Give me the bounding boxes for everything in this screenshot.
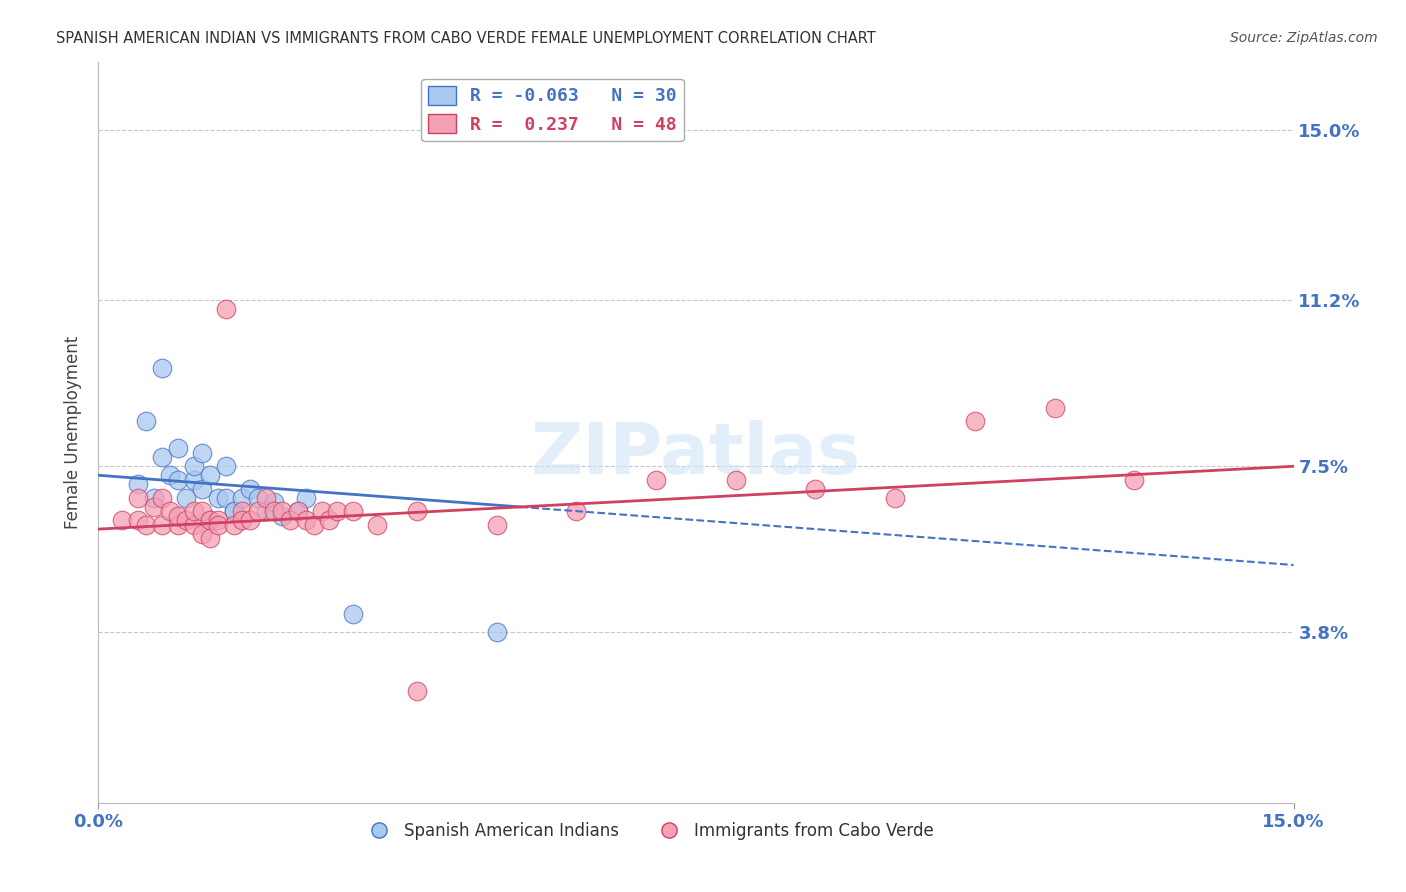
Point (215, 459, 238, 474)
Point (222, 504, 245, 518)
Point (198, 468, 221, 483)
Point (270, 508, 292, 523)
Point (485, 517, 508, 532)
Point (167, 508, 190, 523)
Point (191, 446, 214, 460)
Y-axis label: Female Unemployment: Female Unemployment (65, 336, 83, 529)
Point (198, 513, 221, 527)
Point (724, 473, 747, 487)
Point (326, 504, 349, 518)
Point (302, 517, 325, 532)
Point (198, 531, 221, 545)
Point (804, 482, 827, 496)
Point (207, 517, 229, 532)
Point (167, 473, 190, 487)
Point (183, 504, 205, 518)
Text: Source: ZipAtlas.com: Source: ZipAtlas.com (1230, 31, 1378, 45)
Text: ZIPatlas: ZIPatlas (531, 420, 860, 490)
Point (645, 473, 668, 487)
Point (143, 500, 166, 514)
Point (167, 442, 190, 456)
Point (174, 513, 197, 527)
Point (485, 625, 508, 640)
Point (183, 473, 205, 487)
Point (135, 414, 157, 428)
Point (287, 504, 309, 518)
Point (215, 491, 238, 505)
Point (135, 517, 157, 532)
Point (1043, 401, 1066, 415)
Point (191, 526, 214, 541)
Legend: Spanish American Indians, Immigrants from Cabo Verde: Spanish American Indians, Immigrants fro… (356, 815, 941, 847)
Point (143, 491, 166, 505)
Point (159, 504, 181, 518)
Point (198, 513, 221, 527)
Point (150, 491, 173, 505)
Point (565, 504, 588, 518)
Point (406, 683, 429, 698)
Point (222, 504, 245, 518)
Text: SPANISH AMERICAN INDIAN VS IMMIGRANTS FROM CABO VERDE FEMALE UNEMPLOYMENT CORREL: SPANISH AMERICAN INDIAN VS IMMIGRANTS FR… (56, 31, 876, 46)
Point (215, 302, 238, 317)
Point (231, 491, 253, 505)
Point (207, 491, 229, 505)
Point (294, 513, 316, 527)
Point (342, 607, 364, 622)
Point (111, 513, 134, 527)
Point (231, 504, 253, 518)
Point (191, 504, 214, 518)
Point (127, 513, 149, 527)
Point (207, 513, 229, 527)
Point (254, 504, 277, 518)
Point (263, 495, 285, 509)
Point (231, 513, 253, 527)
Point (246, 504, 269, 518)
Point (150, 517, 173, 532)
Point (246, 491, 269, 505)
Point (294, 491, 316, 505)
Point (963, 414, 986, 428)
Point (150, 360, 173, 375)
Point (222, 517, 245, 532)
Point (127, 477, 149, 491)
Point (183, 517, 205, 532)
Point (406, 504, 429, 518)
Point (366, 517, 388, 532)
Point (167, 517, 190, 532)
Point (884, 491, 907, 505)
Point (191, 482, 214, 496)
Point (174, 491, 197, 505)
Point (311, 504, 333, 518)
Point (287, 504, 309, 518)
Point (263, 504, 285, 518)
Point (278, 513, 301, 527)
Point (239, 513, 262, 527)
Point (318, 513, 340, 527)
Point (1123, 473, 1146, 487)
Point (127, 491, 149, 505)
Point (270, 504, 292, 518)
Point (183, 459, 205, 474)
Point (159, 468, 181, 483)
Point (239, 482, 262, 496)
Point (150, 450, 173, 465)
Point (342, 504, 364, 518)
Point (254, 491, 277, 505)
